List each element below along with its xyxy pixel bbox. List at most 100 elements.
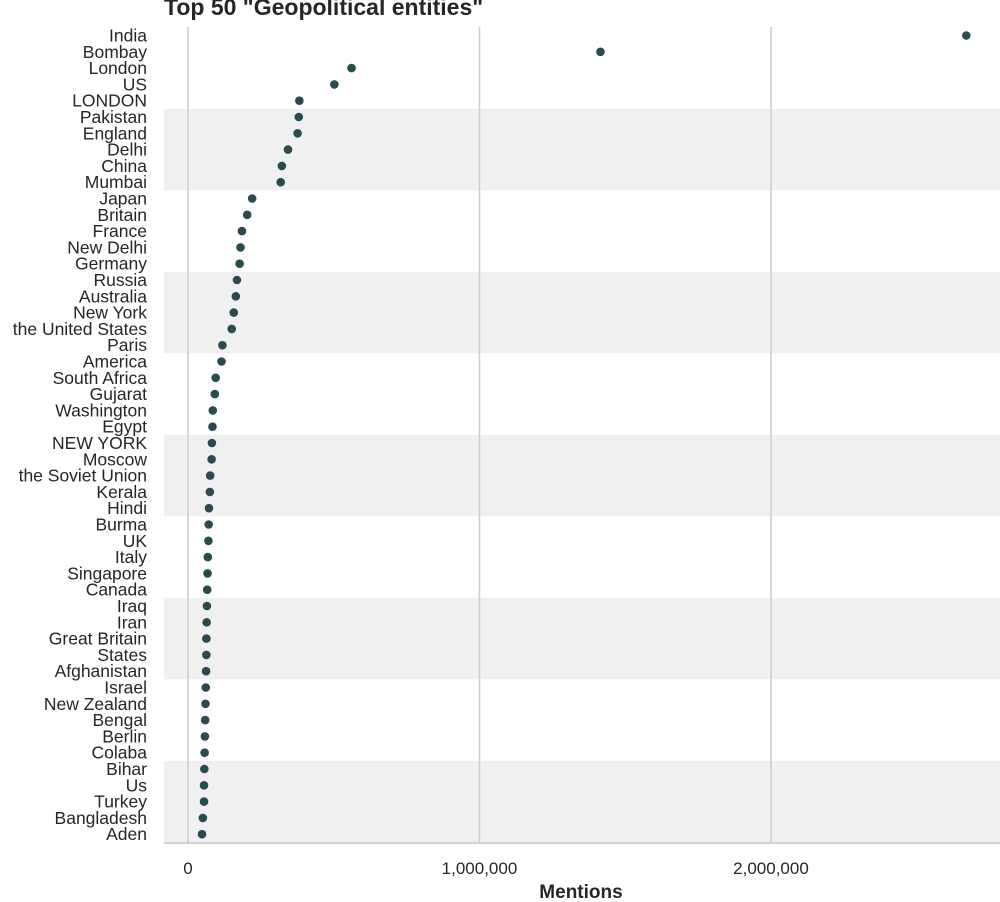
y-tick-label: Turkey	[94, 792, 147, 812]
y-tick-label: Washington	[55, 400, 147, 420]
y-tick-label: Great Britain	[49, 629, 147, 649]
data-point	[207, 438, 217, 448]
data-point	[199, 797, 209, 806]
y-tick-label: Russia	[94, 270, 148, 290]
y-tick-label: London	[89, 58, 147, 78]
data-point	[295, 96, 304, 105]
data-point	[199, 781, 209, 790]
y-tick-label: New York	[73, 303, 147, 323]
grid-lines	[187, 27, 772, 843]
y-tick-label: China	[101, 156, 147, 176]
row-band	[164, 760, 1000, 843]
data-point	[347, 63, 356, 73]
data-point	[207, 455, 216, 464]
y-tick-label: France	[93, 221, 147, 241]
data-point	[202, 650, 211, 660]
y-tick-label: Singapore	[67, 563, 147, 583]
data-point	[203, 569, 212, 578]
data-point	[201, 699, 210, 709]
y-tick-label: Egypt	[102, 417, 147, 437]
data-point	[202, 634, 211, 643]
y-tick-label: Aden	[106, 824, 147, 844]
y-tick-label: Iraq	[117, 596, 147, 616]
data-point	[330, 80, 339, 89]
data-point	[277, 161, 287, 171]
y-tick-label: Gujarat	[90, 384, 148, 404]
data-point	[204, 520, 213, 529]
y-tick-label: US	[123, 74, 147, 94]
data-point	[232, 275, 242, 285]
data-point	[231, 292, 241, 301]
y-tick-label: Britain	[97, 205, 147, 225]
y-tick-label: States	[97, 645, 147, 665]
y-tick-label: Moscow	[83, 449, 148, 469]
y-tick-label: Burma	[95, 515, 147, 535]
x-tick-label: 1,000,000	[442, 859, 518, 878]
data-point	[200, 715, 210, 725]
y-tick-label: NEW YORK	[52, 433, 147, 453]
y-tick-label: Israel	[104, 678, 147, 698]
y-tick-label: Bangladesh	[55, 808, 147, 828]
y-tick-label: Paris	[107, 335, 147, 355]
x-tick-label: 0	[183, 859, 192, 878]
data-point	[203, 552, 213, 562]
data-point	[202, 618, 211, 627]
row-band	[164, 597, 1000, 680]
chart-title: Top 50 "Geopolitical entities"	[164, 0, 484, 20]
data-point	[204, 503, 214, 513]
y-tick-label: South Africa	[53, 368, 148, 388]
data-point	[236, 243, 245, 252]
data-point	[204, 536, 213, 546]
data-point	[293, 129, 302, 138]
row-bands	[164, 108, 1000, 843]
data-point	[200, 748, 209, 757]
data-point	[247, 194, 257, 203]
y-tick-label: Bombay	[83, 42, 147, 62]
y-tick-label: Afghanistan	[55, 661, 147, 681]
row-band	[164, 434, 1000, 517]
data-point	[208, 422, 217, 432]
x-tick-labels: 0 1,000,000 2,000,000	[183, 859, 809, 878]
data-point	[283, 145, 293, 154]
data-point	[208, 406, 218, 415]
y-tick-label: Canada	[86, 580, 148, 600]
data-point	[227, 324, 237, 334]
data-point	[217, 357, 226, 366]
y-tick-label: Iran	[117, 612, 147, 632]
data-point	[596, 47, 605, 57]
x-tick-label: 2,000,000	[733, 859, 809, 878]
y-tick-label: the Soviet Union	[19, 466, 147, 486]
y-tick-labels: IndiaBombayLondonUSLONDONPakistanEngland…	[13, 26, 148, 845]
y-tick-label: Colaba	[92, 743, 148, 763]
y-tick-label: Delhi	[107, 140, 147, 160]
data-point	[211, 373, 220, 383]
y-tick-label: Us	[126, 775, 148, 795]
data-points	[197, 31, 971, 839]
data-point	[205, 487, 215, 497]
data-point	[242, 210, 252, 220]
data-point	[200, 764, 209, 774]
data-point	[218, 340, 227, 350]
data-point	[276, 177, 285, 187]
y-tick-label: England	[83, 123, 147, 143]
data-point	[294, 112, 304, 122]
y-tick-label: Berlin	[102, 726, 147, 746]
y-tick-label: Pakistan	[80, 107, 147, 127]
data-point	[235, 259, 244, 269]
data-point	[229, 308, 239, 317]
data-point	[202, 601, 212, 611]
data-point	[198, 813, 208, 823]
y-tick-label: India	[109, 26, 147, 46]
data-point	[197, 829, 207, 839]
y-tick-label: Bengal	[93, 710, 148, 730]
y-tick-label: Hindi	[107, 498, 147, 518]
y-tick-label: Germany	[75, 254, 147, 274]
row-band	[164, 271, 1000, 354]
y-tick-label: Japan	[99, 189, 147, 209]
y-tick-label: Italy	[115, 547, 147, 567]
x-axis-label: Mentions	[539, 882, 622, 902]
y-tick-label: New Zealand	[44, 694, 147, 714]
y-tick-label: UK	[123, 531, 148, 551]
data-point	[201, 683, 211, 692]
